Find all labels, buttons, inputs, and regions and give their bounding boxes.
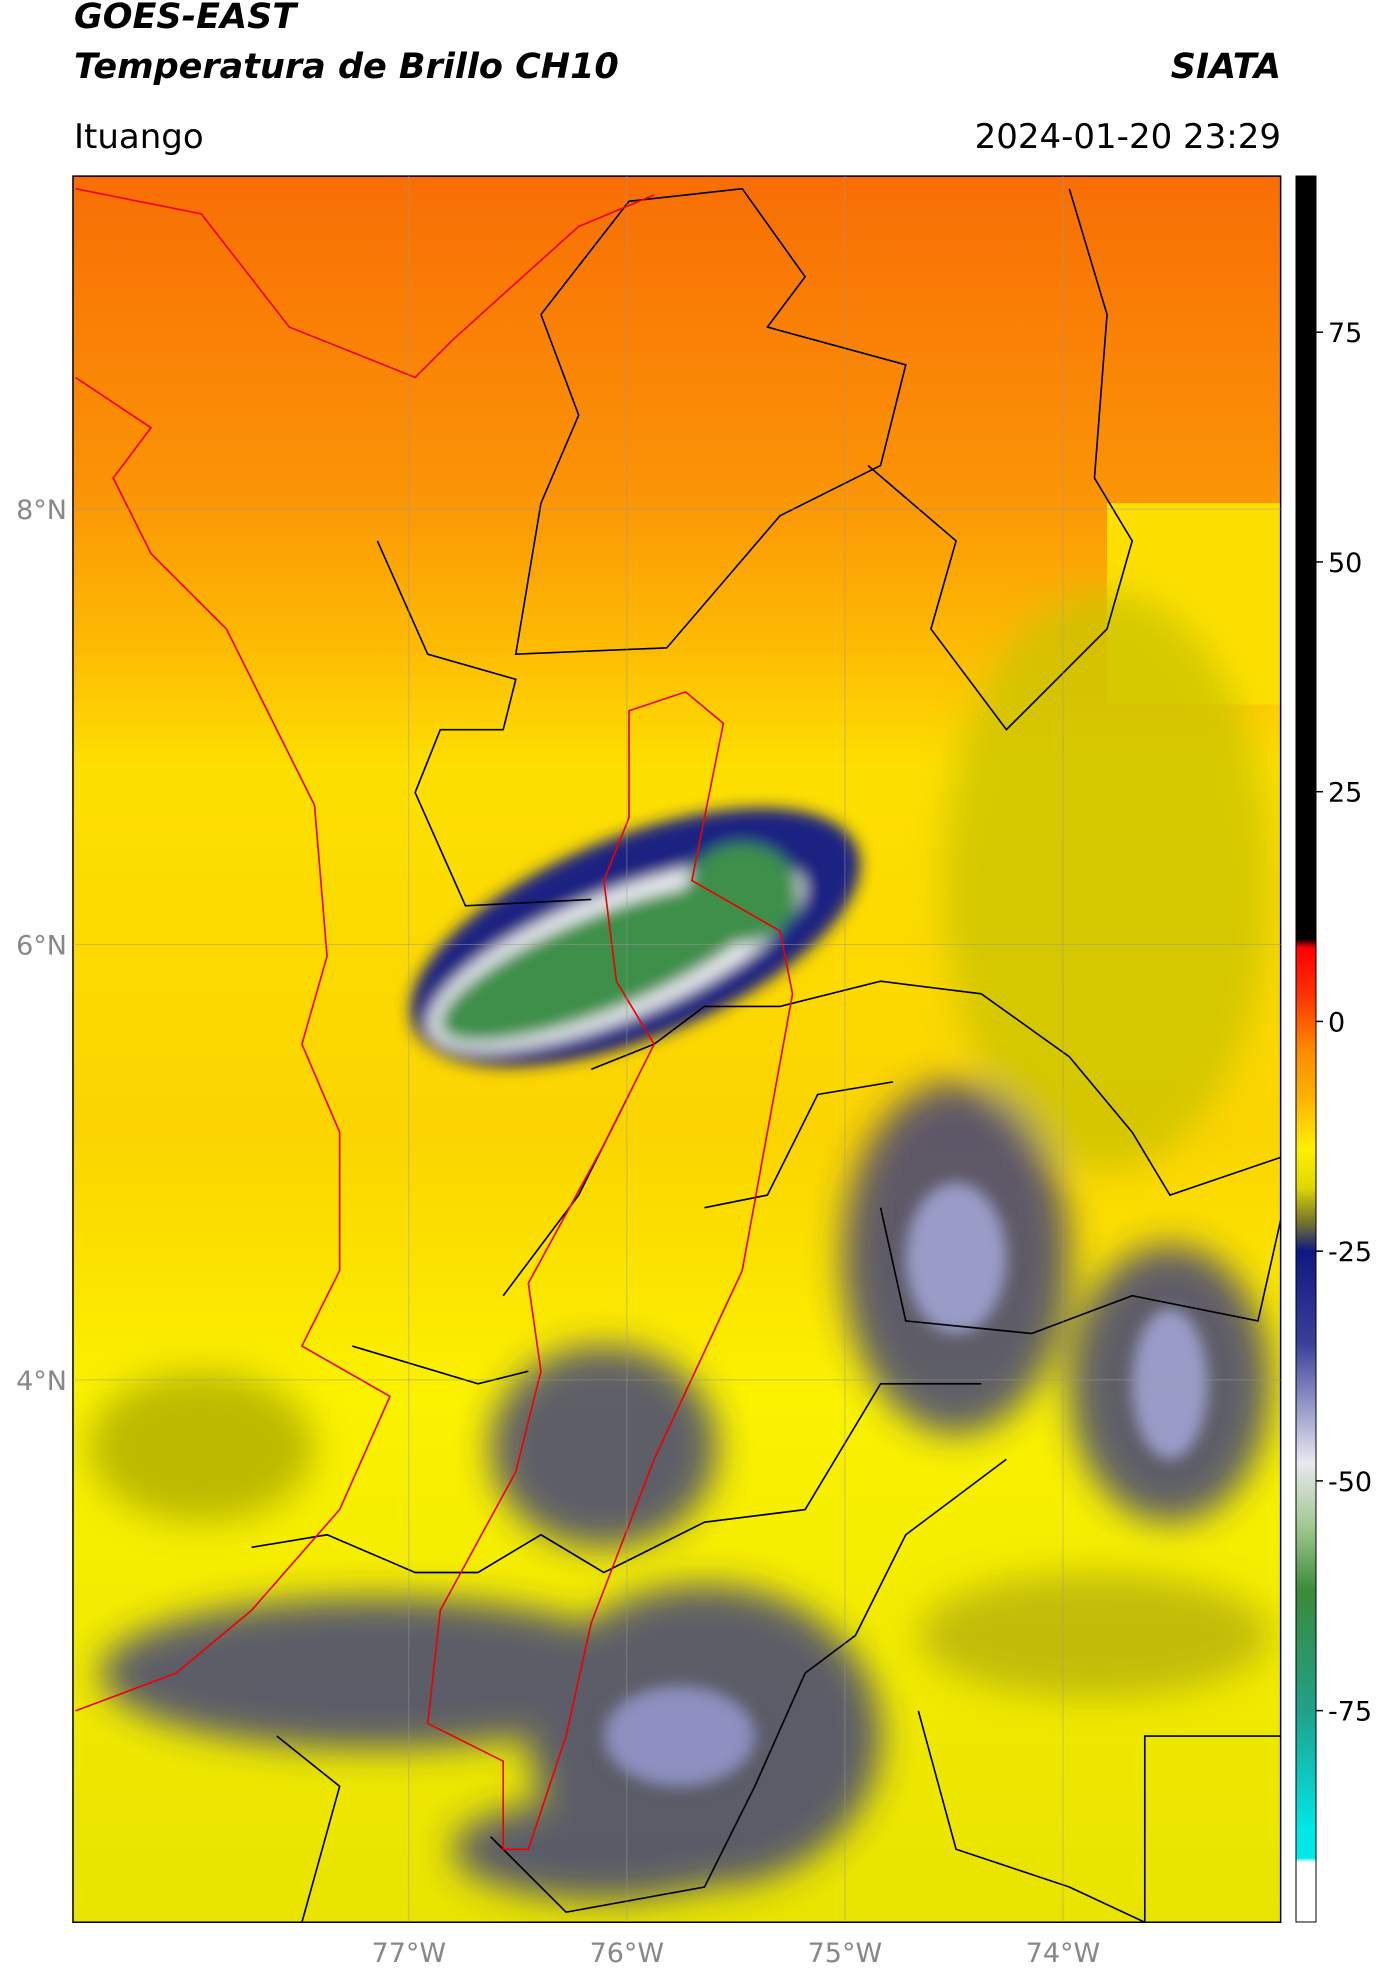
colorbar-tick-label: 0 <box>1328 1007 1345 1038</box>
x-tick-label: 77°W <box>372 1938 447 1969</box>
colorbar-tick-label: 50 <box>1328 548 1362 579</box>
y-tick-label: 4°N <box>16 1366 67 1397</box>
map <box>72 175 1282 1923</box>
colorbar-tick-label: 25 <box>1328 778 1362 809</box>
x-tick-label: 74°W <box>1026 1938 1101 1969</box>
datetime: 2024-01-20 23:29 <box>975 117 1281 157</box>
colorbar-tick-label: -50 <box>1328 1467 1372 1498</box>
colorbar-tick-label: 75 <box>1328 318 1362 349</box>
colorbar-tick-label: -25 <box>1328 1237 1372 1268</box>
x-tick-label: 75°W <box>808 1938 883 1969</box>
header: GOES-EAST Temperatura de Brillo CH10 SIA… <box>74 0 1281 157</box>
grid <box>73 176 1281 1922</box>
place: Ituango <box>74 117 204 157</box>
colorbar-tick-label: -75 <box>1328 1697 1372 1728</box>
x-tick-label: 76°W <box>590 1938 665 1969</box>
title: GOES-EAST <box>74 0 299 37</box>
y-tick-label: 6°N <box>16 931 67 962</box>
y-tick-label: 8°N <box>16 495 67 526</box>
brand: SIATA <box>1171 47 1281 87</box>
subtitle: Temperatura de Brillo CH10 <box>74 47 619 87</box>
colorbar <box>1295 175 1317 1923</box>
